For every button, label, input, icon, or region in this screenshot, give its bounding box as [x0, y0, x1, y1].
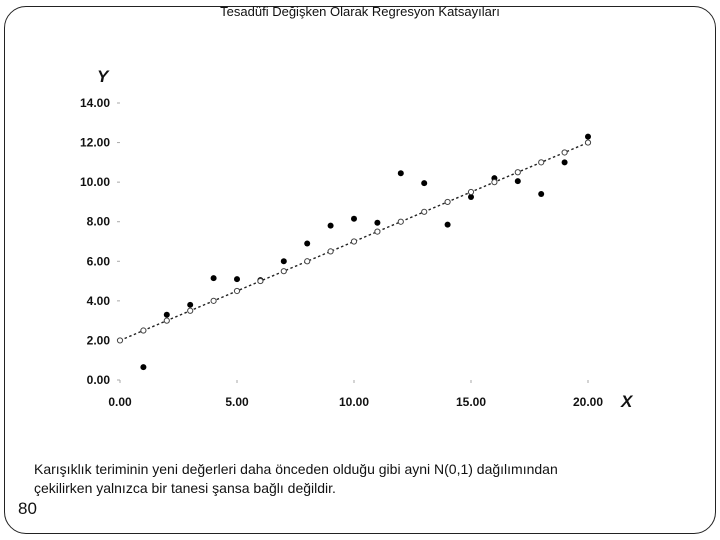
y-axis-label: Y — [97, 67, 110, 86]
fitted-point — [140, 327, 147, 334]
x-tick-label: 20.00 — [573, 395, 603, 409]
y-tick-label: 0.00 — [87, 373, 111, 387]
fitted-point — [444, 198, 451, 206]
page-number: 80 — [18, 499, 37, 518]
observed-point — [561, 159, 568, 166]
observed-point — [444, 221, 451, 228]
y-tick-label: 14.00 — [80, 96, 110, 110]
slide-frame — [4, 6, 716, 534]
observed-point — [374, 219, 381, 226]
observed-point — [351, 215, 357, 222]
x-tick-label: 15.00 — [456, 395, 486, 409]
y-tick-label: 8.00 — [87, 215, 111, 229]
observed-point — [210, 275, 217, 282]
fitted-point — [163, 317, 170, 324]
fitted-point — [397, 218, 404, 225]
y-tick-label: 6.00 — [87, 254, 111, 268]
y-tick-label: 2.00 — [87, 333, 111, 347]
observed-point — [468, 193, 474, 200]
fitted-point — [327, 248, 334, 255]
fitted-point — [210, 297, 217, 304]
slide-caption: Karışıklık teriminin yeni değerleri daha… — [34, 460, 674, 498]
x-tick-label: 5.00 — [225, 395, 249, 409]
fitted-point — [233, 287, 241, 295]
x-axis-label: X — [620, 392, 634, 411]
y-tick-label: 12.00 — [80, 136, 110, 150]
y-tick-label: 10.00 — [80, 175, 110, 189]
fitted-point — [374, 228, 381, 235]
observed-point — [280, 258, 287, 265]
observed-point — [397, 170, 404, 177]
observed-point — [585, 133, 591, 140]
slide-title: Tesadüfi Değişken Olarak Regresyon Katsa… — [220, 4, 500, 19]
observed-point — [234, 276, 240, 283]
fitted-point — [421, 208, 428, 215]
observed-point — [163, 311, 170, 318]
fitted-point — [467, 188, 475, 196]
observed-point — [304, 240, 311, 247]
fitted-point — [280, 268, 287, 275]
observed-point — [187, 301, 194, 308]
fitted-point — [584, 139, 592, 146]
observed-point — [327, 222, 334, 229]
x-tick-label: 0.00 — [108, 395, 132, 409]
observed-point — [140, 364, 147, 371]
fitted-point — [538, 159, 545, 166]
observed-point — [538, 191, 545, 198]
fitted-point — [491, 179, 498, 186]
observed-point — [421, 180, 428, 187]
observed-point — [514, 178, 521, 185]
caption-line-2: çekilirken yalnızca bir tanesi şansa bağ… — [34, 480, 336, 496]
caption-line-1: Karışıklık teriminin yeni değerleri daha… — [34, 461, 558, 477]
fitted-point — [561, 149, 568, 156]
fitted-point — [257, 277, 264, 285]
fitted-point — [514, 169, 521, 176]
fitted-point — [304, 258, 311, 265]
x-tick-label: 10.00 — [339, 395, 369, 409]
fitted-point — [187, 307, 194, 314]
y-tick-label: 4.00 — [87, 294, 111, 308]
fitted-point — [350, 238, 358, 245]
fitted-point — [116, 337, 124, 344]
